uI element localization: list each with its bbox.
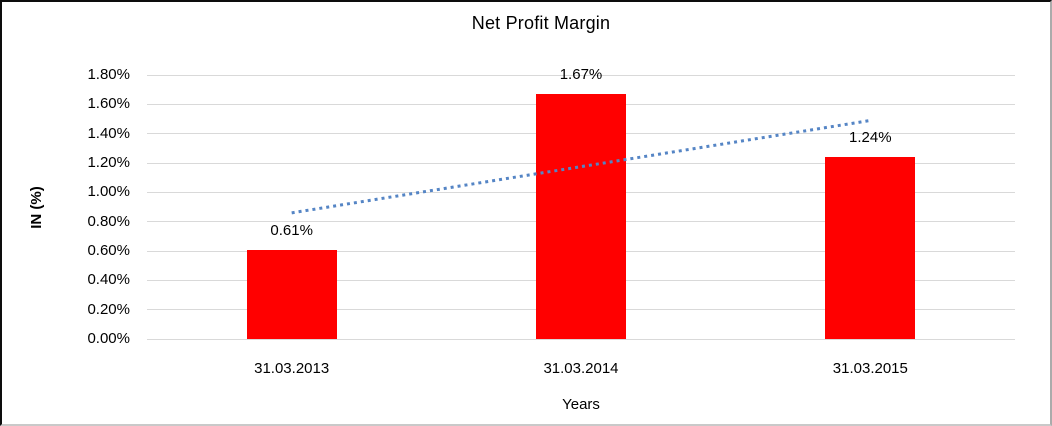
y-tick-label: 1.40% xyxy=(87,124,130,142)
y-tick-label: 0.60% xyxy=(87,242,130,259)
bar-31.03.2014 xyxy=(536,94,626,339)
y-tick-label: 1.80% xyxy=(87,66,130,83)
y-tick-label: 0.40% xyxy=(87,271,130,289)
trendline xyxy=(291,118,871,215)
y-tick-label: 1.00% xyxy=(87,183,130,201)
gridline xyxy=(147,74,1015,76)
y-tick-label: 0.20% xyxy=(87,300,130,318)
data-label-31.03.2015: 1.24% xyxy=(849,129,892,147)
plot-area xyxy=(147,74,1015,340)
chart-title: Net Profit Margin xyxy=(471,13,611,33)
y-tick-label: 1.60% xyxy=(87,95,130,113)
x-category-label-31.03.2014: 31.03.2014 xyxy=(543,360,619,377)
bar-31.03.2015 xyxy=(825,157,916,339)
y-tick-label: 0.00% xyxy=(87,330,130,347)
data-label-31.03.2013: 0.61% xyxy=(270,221,313,239)
y-tick-label: 1.20% xyxy=(87,154,130,171)
x-axis-title: Years xyxy=(562,396,600,413)
data-label-31.03.2014: 1.67% xyxy=(559,66,603,84)
y-axis-title: IN (%) xyxy=(16,75,56,339)
bar-31.03.2013 xyxy=(246,249,337,339)
gridline xyxy=(147,338,1015,340)
x-category-label-31.03.2015: 31.03.2015 xyxy=(832,360,908,377)
x-category-label-31.03.2013: 31.03.2013 xyxy=(254,360,330,377)
y-tick-label: 0.80% xyxy=(87,212,130,230)
